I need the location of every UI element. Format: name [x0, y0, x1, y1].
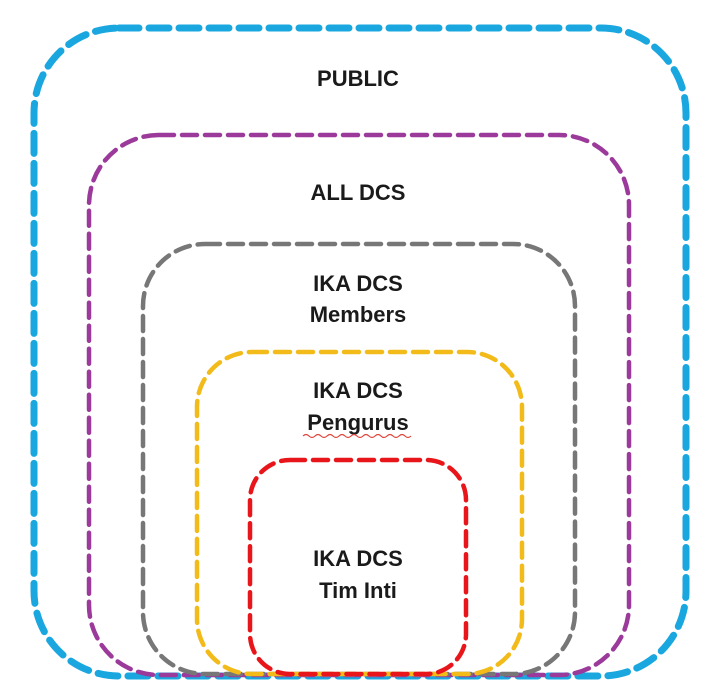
ring-members-label-line-1: IKA DCS [313, 271, 403, 296]
ring-pengurus: IKA DCS Pengurus [194, 349, 525, 677]
ring-members-label-line-2: Members [310, 302, 407, 327]
spellcheck-squiggle [302, 433, 412, 439]
ring-tim-inti-label-line-2: Tim Inti [319, 578, 397, 603]
ring-pengurus-label-line-2: Pengurus [307, 410, 408, 435]
ring-members: IKA DCS Members [140, 241, 578, 677]
ring-public-label-line-1: PUBLIC [317, 66, 399, 91]
ring-tim-inti: IKA DCS Tim Inti [247, 457, 469, 677]
ring-tim-inti-label-line-1: IKA DCS [313, 546, 403, 571]
ring-members-border [140, 241, 578, 677]
ring-pengurus-label-line-1: IKA DCS [313, 378, 403, 403]
ring-tim-inti-border [247, 457, 469, 677]
ring-all-dcs-label-line-1: ALL DCS [311, 180, 406, 205]
